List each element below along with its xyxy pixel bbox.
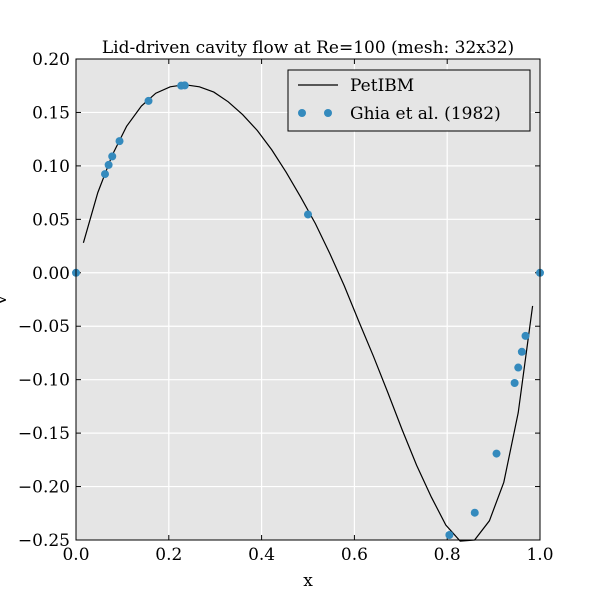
y-tick-label: 0.15 bbox=[32, 103, 70, 123]
ghia-data-point bbox=[521, 331, 530, 340]
legend-label-petibm: PetIBM bbox=[350, 76, 414, 96]
y-tick-label: 0.00 bbox=[32, 264, 70, 284]
legend-point-sample bbox=[298, 109, 306, 117]
plot-background bbox=[76, 59, 540, 540]
chart-title: Lid-driven cavity flow at Re=100 (mesh: … bbox=[102, 38, 514, 58]
ghia-data-point bbox=[104, 160, 113, 169]
x-tick-label: 1.0 bbox=[526, 545, 553, 565]
ghia-data-point bbox=[514, 363, 523, 372]
y-tick-label: −0.15 bbox=[18, 424, 70, 444]
legend-box bbox=[287, 69, 531, 132]
x-axis-label: x bbox=[303, 571, 313, 591]
ghia-data-point bbox=[470, 508, 479, 517]
plot-frame bbox=[75, 58, 541, 541]
y-axis-label: v bbox=[0, 295, 11, 306]
series-layer bbox=[72, 81, 544, 542]
y-tick-label: 0.05 bbox=[32, 210, 70, 230]
y-tick-label: −0.25 bbox=[18, 531, 70, 551]
legend-point-sample bbox=[324, 109, 332, 117]
legend: PetIBM Ghia et al. (1982) bbox=[287, 69, 531, 132]
y-tick-labels: −0.25 −0.20 −0.15 −0.10 −0.05 0.00 0.05 0.10 0.1… bbox=[18, 50, 70, 551]
y-tick-label: 0.10 bbox=[32, 157, 70, 177]
ghia-data-point bbox=[180, 81, 189, 90]
y-tick-label: −0.05 bbox=[18, 317, 70, 337]
ghia-data-point bbox=[492, 449, 501, 458]
x-tick-label: 0.6 bbox=[341, 545, 368, 565]
ghia-data-point bbox=[101, 170, 109, 179]
petibm-line bbox=[82, 84, 534, 542]
ghia-data-point bbox=[144, 96, 153, 105]
ghia-data-point bbox=[115, 137, 124, 146]
ghia-data-point bbox=[517, 347, 526, 356]
x-tick-label: 0.4 bbox=[248, 545, 275, 565]
x-tick-label: 0.2 bbox=[155, 545, 182, 565]
ghia-data-point bbox=[445, 531, 454, 540]
ghia-data-point bbox=[108, 152, 117, 161]
x-tick-label: 0.8 bbox=[434, 545, 461, 565]
y-tick-label: −0.10 bbox=[18, 371, 70, 391]
y-tick-label: −0.20 bbox=[18, 478, 70, 498]
x-tick-label: 0.0 bbox=[62, 545, 89, 565]
grid bbox=[76, 59, 540, 540]
ghia-data-point bbox=[510, 379, 519, 388]
legend-label-ghia: Ghia et al. (1982) bbox=[350, 104, 501, 124]
ghia-data-point bbox=[304, 210, 312, 219]
x-tick-labels: 0.0 0.2 0.4 0.6 0.8 1.0 bbox=[62, 545, 553, 565]
y-tick-label: 0.20 bbox=[32, 50, 70, 70]
